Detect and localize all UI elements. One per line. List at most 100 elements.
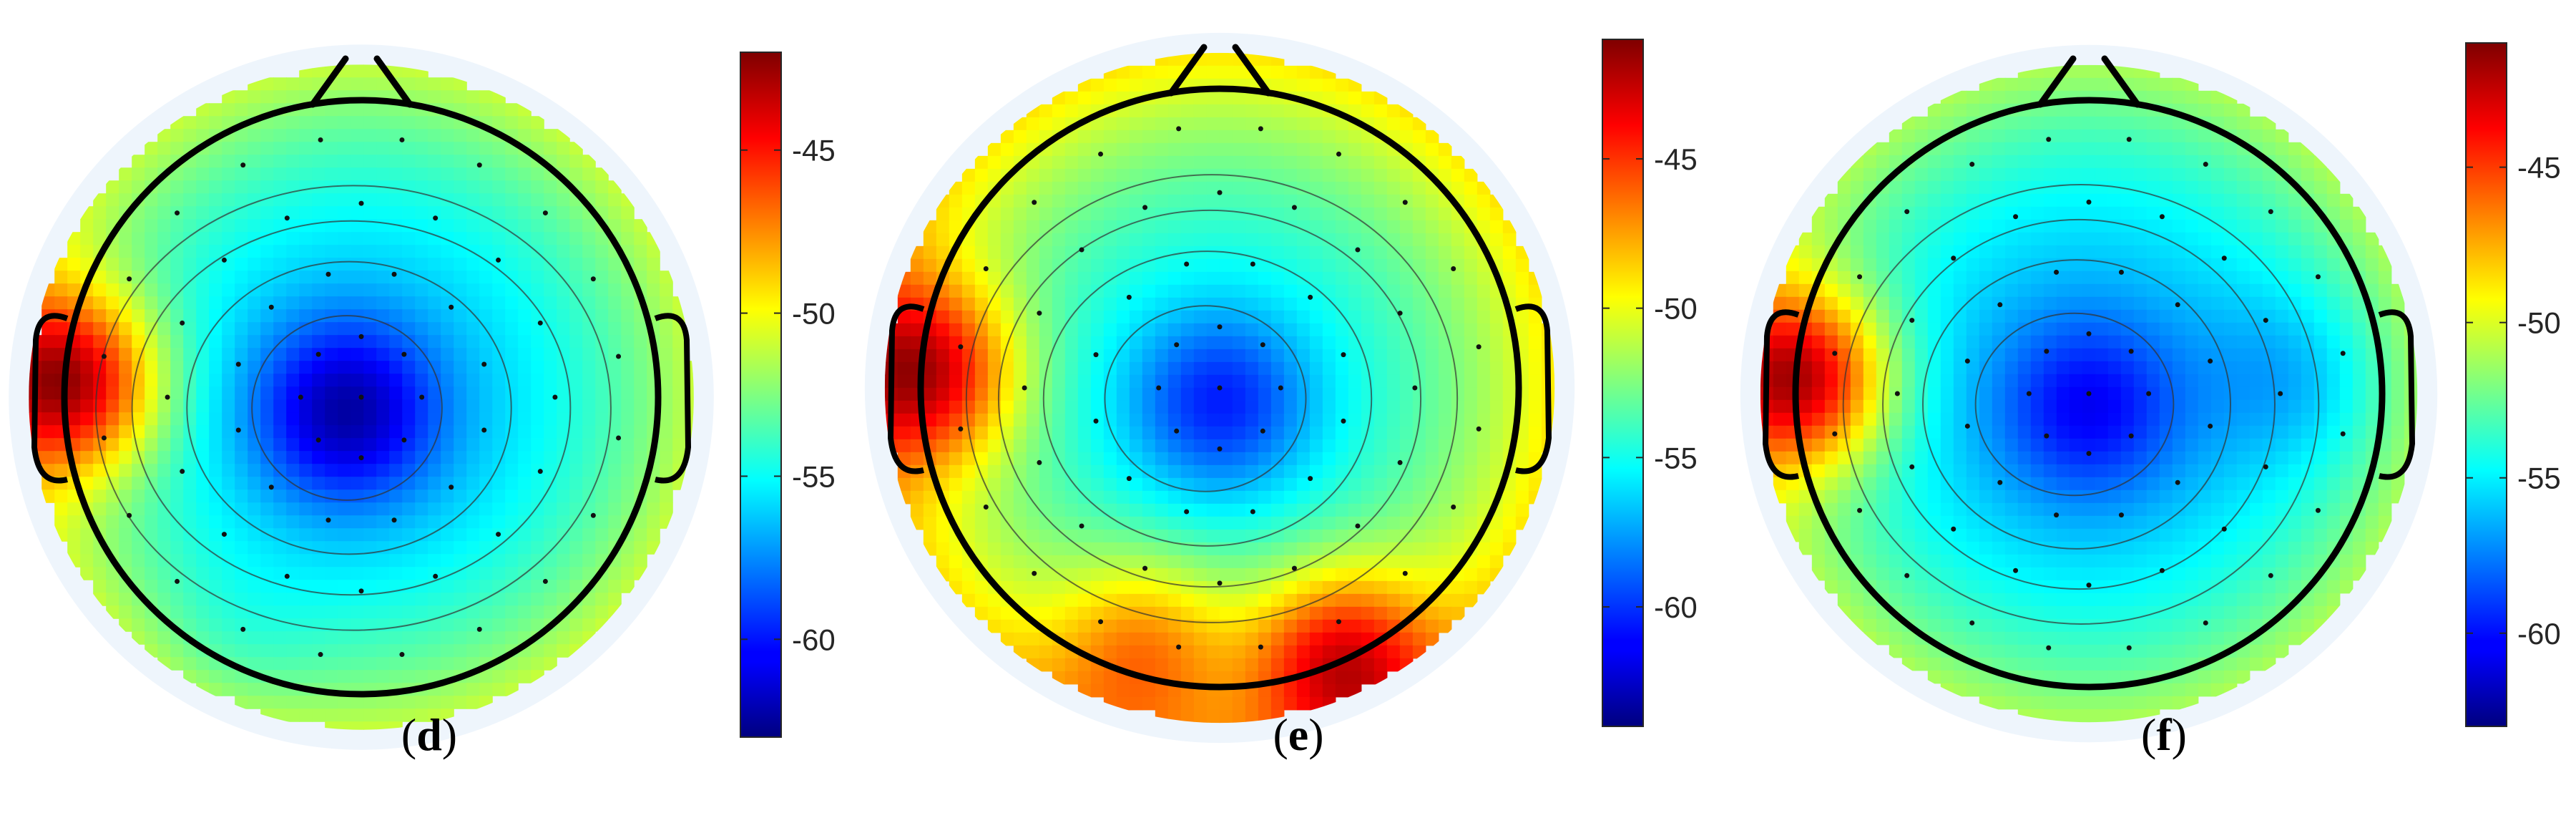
heat-cell — [1348, 477, 1362, 492]
heat-cell — [1000, 477, 1014, 492]
heat-cell — [1077, 207, 1092, 221]
heat-cell — [1270, 245, 1285, 260]
heat-cell — [1296, 580, 1311, 595]
heat-cell — [325, 618, 338, 632]
heat-cell — [1000, 464, 1014, 479]
heat-cell — [2185, 193, 2199, 208]
heat-cell — [1283, 310, 1298, 324]
heat-cell — [363, 245, 377, 258]
heat-cell — [1270, 413, 1285, 427]
heat-cell — [1296, 233, 1311, 247]
heat-cell — [389, 502, 403, 516]
heat-cell — [1451, 233, 1465, 247]
heat-cell — [1283, 284, 1298, 298]
heat-cell — [2249, 206, 2263, 220]
heat-cell — [2069, 129, 2083, 143]
heat-cell — [466, 515, 480, 529]
heat-cell — [1361, 284, 1375, 298]
heat-cell — [209, 502, 222, 516]
heat-cell — [1399, 645, 1414, 659]
heat-cell — [260, 335, 274, 349]
heat-cell — [1451, 181, 1465, 195]
heat-cell — [961, 323, 976, 337]
heat-cell — [1245, 104, 1259, 118]
heat-cell — [2236, 180, 2251, 195]
heat-cell — [2223, 193, 2238, 208]
heat-cell — [1116, 78, 1130, 92]
heat-cell — [2146, 116, 2160, 130]
heat-cell — [1013, 323, 1027, 337]
heat-cell — [132, 605, 145, 619]
heat-cell — [170, 245, 184, 258]
heat-cell — [1425, 207, 1439, 221]
heat-cell — [2172, 245, 2186, 259]
heat-cell — [1283, 207, 1298, 221]
heat-cell — [2056, 245, 2070, 259]
heat-cell — [1193, 284, 1208, 298]
heat-cell — [1103, 220, 1117, 234]
heat-cell — [1155, 645, 1169, 659]
heat-cell — [2146, 219, 2160, 233]
heat-cell — [544, 361, 557, 374]
heat-cell — [557, 477, 570, 490]
heat-cell — [1953, 232, 1967, 246]
heat-cell — [454, 502, 467, 516]
heat-cell — [209, 605, 222, 619]
heat-cell — [1489, 233, 1504, 247]
heat-cell — [299, 348, 313, 361]
heat-cell — [2082, 206, 2096, 220]
heat-cell — [1245, 413, 1259, 427]
heat-cell — [1000, 542, 1014, 556]
heat-cell — [557, 258, 570, 271]
heat-cell — [286, 116, 300, 130]
heat-cell — [2095, 155, 2109, 169]
heat-cell — [2198, 90, 2212, 104]
heat-cell — [376, 193, 390, 207]
heat-cell — [1026, 297, 1040, 311]
heat-cell — [2107, 232, 2122, 246]
heat-cell — [389, 348, 403, 361]
heat-cell — [170, 271, 184, 284]
heat-cell — [2262, 142, 2276, 156]
heat-cell — [1837, 193, 1851, 208]
heat-cell — [1876, 219, 1890, 233]
heat-cell — [1386, 464, 1401, 479]
heat-cell — [235, 541, 248, 555]
heat-cell — [454, 464, 467, 477]
heat-cell — [1270, 349, 1285, 363]
heat-cell — [157, 258, 171, 271]
heat-cell — [1373, 207, 1388, 221]
heat-cell — [1142, 645, 1156, 659]
electrode-dot — [358, 200, 364, 206]
electrode-dot — [542, 578, 548, 584]
heat-cell — [1219, 349, 1233, 363]
heat-cell — [569, 219, 583, 233]
heat-cell — [389, 219, 403, 233]
heat-cell — [2146, 167, 2160, 182]
electrode-dot — [240, 626, 246, 632]
heat-cell — [1528, 349, 1542, 363]
heat-cell — [363, 696, 377, 709]
heat-cell — [402, 309, 416, 323]
heat-cell — [1283, 413, 1298, 427]
heat-cell — [157, 593, 171, 606]
heat-cell — [1064, 503, 1079, 517]
heat-cell — [1064, 233, 1079, 247]
heat-cell — [1373, 361, 1388, 376]
heat-cell — [222, 167, 235, 181]
heat-cell — [479, 167, 493, 181]
heat-cell — [1464, 490, 1478, 505]
heat-cell — [273, 386, 287, 400]
heat-cell — [505, 438, 519, 452]
heat-cell — [235, 464, 248, 477]
heat-cell — [170, 554, 184, 568]
heat-cell — [170, 322, 184, 336]
heat-cell — [2301, 219, 2315, 233]
heat-cell — [415, 219, 428, 233]
heat-cell — [1901, 167, 1916, 182]
heat-cell — [1953, 219, 1967, 233]
heat-cell — [634, 258, 647, 271]
heat-cell — [222, 374, 235, 387]
heat-cell — [325, 567, 338, 580]
heat-cell — [2275, 180, 2289, 195]
